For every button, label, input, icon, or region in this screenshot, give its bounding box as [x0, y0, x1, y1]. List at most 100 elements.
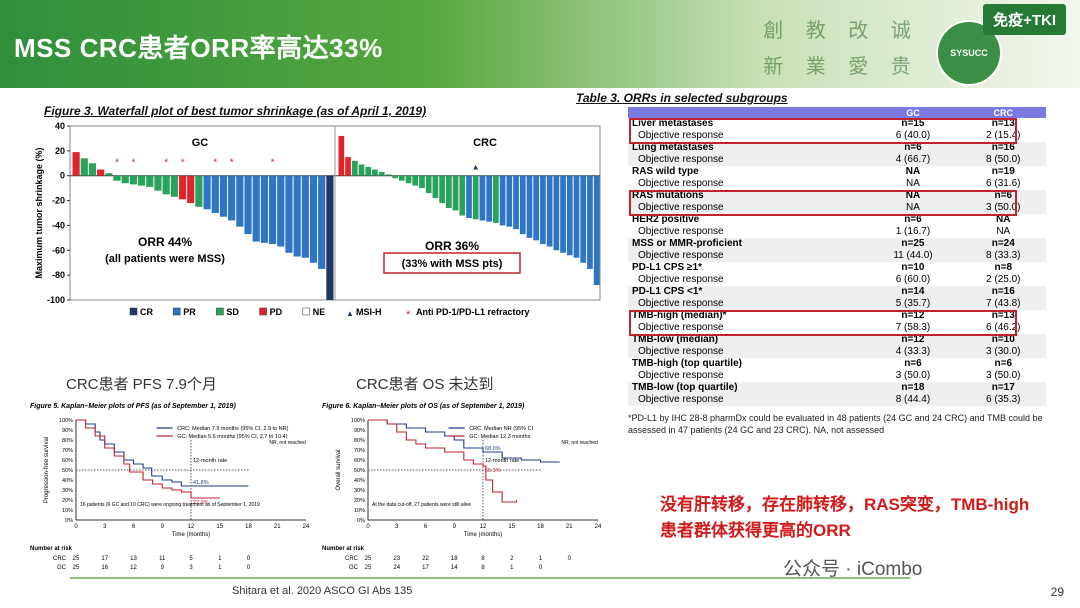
- legend-swatch: [172, 307, 181, 316]
- risk-value: 25: [365, 556, 372, 562]
- waterfall-bar: [318, 175, 326, 269]
- msih-marker: ▲: [472, 163, 480, 172]
- refractory-marker: *: [213, 158, 217, 169]
- calligraphy-char: 贵: [890, 53, 911, 78]
- logo-text: SYSUCC: [950, 48, 988, 58]
- legend-label: PR: [183, 307, 196, 317]
- x-axis-label: Time (months): [464, 532, 502, 538]
- orr-cell-gc: 3 (50.0): [895, 370, 931, 381]
- orr-row: Lung metastases n=6 n=16: [628, 142, 1046, 154]
- waterfall-bar: [138, 175, 146, 186]
- waterfall-bar: [228, 175, 236, 221]
- y-tick-label: -40: [52, 220, 65, 230]
- waterfall-bar: [162, 175, 170, 195]
- waterfall-chart: 40 20 0 -20 -40 -60 -80 -100 Maximum tumor shrin…: [34, 121, 601, 321]
- y-tick-label: -60: [52, 245, 65, 255]
- orr-cell-crc: 6 (31.6): [986, 178, 1021, 189]
- legend-marker: ▲: [346, 309, 354, 318]
- orr-row: RAS wild type NA n=19: [628, 166, 1046, 178]
- risk-value: 14: [451, 565, 458, 571]
- legend-swatch: [259, 307, 267, 316]
- orr-cell-label: Objective response: [638, 370, 724, 381]
- y-tick-label: 20: [55, 146, 65, 156]
- orr-cell-gc: 7 (58.3): [895, 322, 931, 333]
- rate-label: 12-month rate: [193, 458, 227, 464]
- risk-value: 25: [365, 565, 372, 571]
- risk-value: 11: [159, 556, 166, 562]
- orr-row: PD-L1 CPS ≥1* n=10 n=8: [628, 262, 1046, 274]
- legend-label: CR: [140, 307, 153, 317]
- legend-swatch: [302, 307, 311, 316]
- orr-cell-gc: n=12: [865, 334, 961, 346]
- calligraphy-motto: 創教改诚新業愛贵: [752, 10, 922, 82]
- waterfall-bar: [378, 171, 385, 176]
- waterfall-bar: [121, 175, 129, 184]
- wechat-watermark: 公众号 · iCombo: [783, 559, 923, 580]
- waterfall-bar: [351, 160, 358, 176]
- waterfall-bar: [580, 175, 587, 263]
- orr-cell-crc: NA: [996, 214, 1011, 225]
- waterfall-bar: [486, 175, 493, 222]
- orr-cell-gc: 11 (44.0): [865, 250, 961, 262]
- x-tick-label: 24: [303, 524, 310, 530]
- waterfall-bar: [432, 175, 439, 199]
- orr-cell-crc: 2 (15.4): [986, 130, 1021, 141]
- rate-label: 12-month rate: [485, 458, 519, 464]
- nr-note: NR, not reached: [561, 440, 598, 446]
- orr-row: Objective response NA 6 (31.6): [628, 178, 1046, 190]
- risk-row-name: GC: [349, 565, 359, 571]
- y-tick-label: 60%: [354, 458, 365, 464]
- nr-note: NR, not reached: [269, 440, 306, 446]
- orr-cell-crc: n=17: [960, 382, 1046, 394]
- orr-cell-crc: 8 (33.3): [960, 250, 1046, 262]
- crc-orr-box: [383, 252, 521, 274]
- waterfall-bar: [459, 175, 466, 216]
- footer-divider: [70, 577, 910, 579]
- orr-cell-label: TMB-high (top quartile): [632, 358, 742, 369]
- orr-cell-label: RAS wild type: [632, 166, 699, 177]
- orr-row: Objective response NA 3 (50.0): [628, 202, 1046, 214]
- orr-cell-crc: 2 (25.0): [986, 274, 1021, 285]
- waterfall-bar: [513, 175, 519, 230]
- risk-value: 1: [218, 565, 222, 571]
- y-tick-label: -80: [52, 270, 65, 280]
- topic-tag: 免疫+TKI: [983, 4, 1066, 35]
- orr-cell-gc: 5 (35.7): [865, 298, 961, 310]
- x-tick-label: 3: [395, 524, 399, 530]
- x-tick-label: 6: [132, 524, 136, 530]
- waterfall-bar: [372, 169, 378, 176]
- y-tick-label: 80%: [62, 438, 73, 444]
- y-axis-label: Overall survival: [336, 449, 342, 490]
- ongoing-note: At the data cut-off, 27 patients were st…: [372, 502, 471, 508]
- waterfall-bar: [385, 174, 392, 176]
- refractory-marker: *: [115, 158, 119, 169]
- orr-cell-crc: n=16: [960, 286, 1046, 298]
- x-tick-label: 9: [161, 524, 165, 530]
- legend-label: NE: [313, 307, 326, 317]
- orr-cell-crc: n=16: [960, 142, 1046, 154]
- risk-table-label: Number at risk: [30, 546, 73, 552]
- risk-value: 1: [510, 565, 514, 571]
- x-tick-label: 6: [424, 524, 428, 530]
- risk-value: 0: [568, 556, 572, 562]
- orr-cell-crc: n=8: [994, 262, 1013, 273]
- orr-cell-label: Liver metastases: [632, 118, 714, 129]
- risk-value: 23: [393, 556, 400, 562]
- km-curve: [368, 419, 560, 463]
- refractory-marker: *: [164, 158, 168, 169]
- y-tick-label: 60%: [62, 458, 73, 464]
- orr-cell-gc: 6 (40.0): [895, 130, 931, 141]
- calligraphy-char: 改: [848, 17, 869, 42]
- waterfall-bar: [146, 175, 154, 187]
- waterfall-bar: [506, 175, 513, 227]
- waterfall-bar: [154, 175, 162, 191]
- orr-cell-gc: n=18: [865, 382, 961, 394]
- km-curve: [76, 419, 220, 499]
- orr-row: Objective response 4 (33.3) 3 (30.0): [628, 346, 1046, 358]
- x-tick-label: 24: [595, 524, 602, 530]
- orr-cell-label: Objective response: [628, 298, 866, 310]
- title-banner: [0, 0, 1080, 88]
- waterfall-bar: [493, 175, 499, 223]
- orr-cell-label: RAS mutations: [628, 190, 866, 202]
- refractory-marker: *: [131, 158, 135, 169]
